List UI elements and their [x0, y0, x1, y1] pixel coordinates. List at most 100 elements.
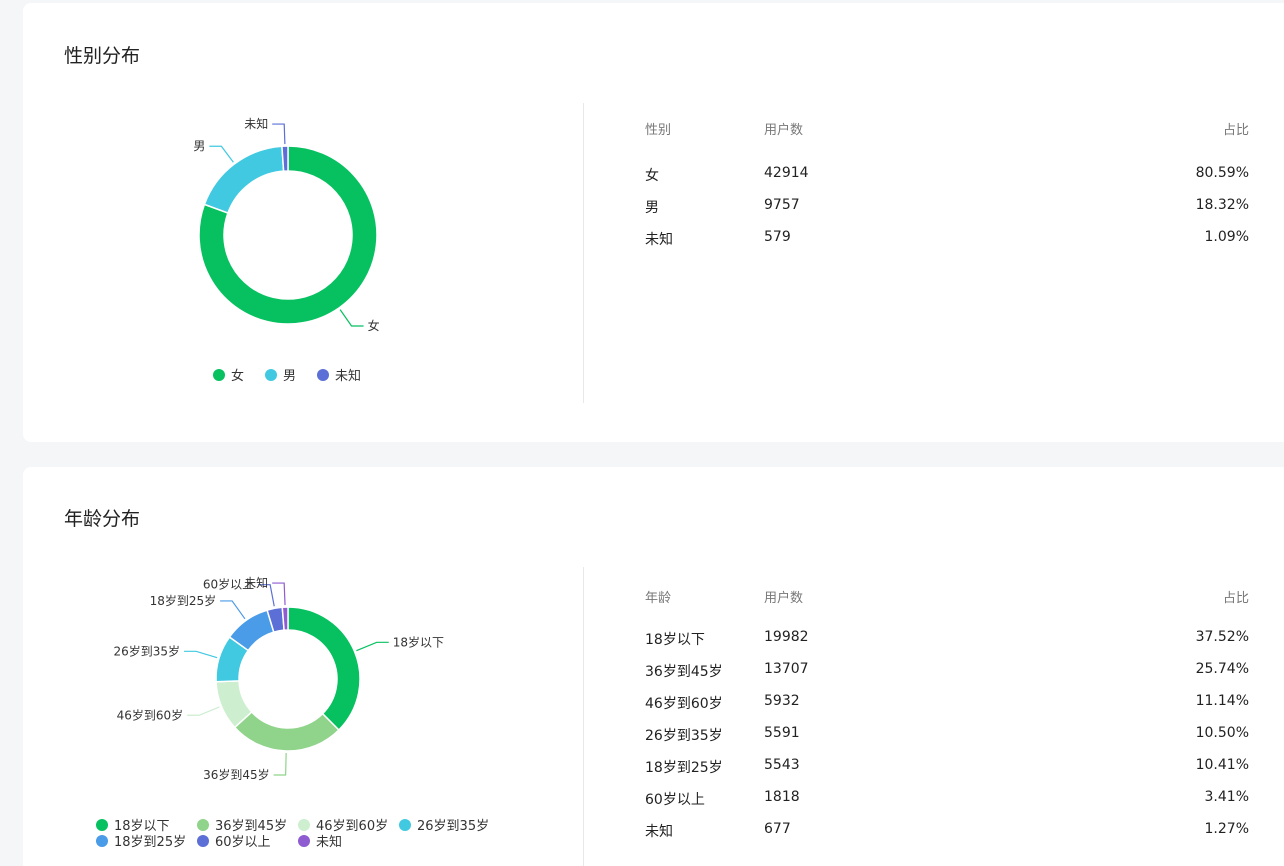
cell-ratio: 80.59%: [1195, 165, 1249, 181]
cell-ratio: 3.41%: [1204, 789, 1249, 805]
slice-label: 未知: [244, 117, 268, 131]
label-leader-line: [273, 752, 287, 776]
legend-item[interactable]: 46岁到60岁: [298, 815, 388, 834]
label-leader-line: [339, 309, 364, 327]
slice-label: 36岁到45岁: [203, 767, 270, 782]
slice-label: 未知: [244, 576, 268, 590]
legend-item[interactable]: 18岁以下: [96, 815, 170, 834]
slice-label: 18岁以下: [393, 634, 444, 649]
gender-donut-chart: 女 男 未知: [193, 117, 380, 333]
table-row: 60岁以上 1818 3.41%: [645, 789, 1249, 821]
legend-label: 未知: [316, 835, 343, 850]
gender-card: 性别分布 女男未知 女男未知 性别 用户数 占比 女 42914 80.59% …: [23, 3, 1284, 442]
cell-ratio: 10.41%: [1195, 757, 1249, 773]
donut-slice-6[interactable]: [281, 606, 289, 631]
slice-label: 18岁到25岁: [150, 593, 217, 608]
table-row: 未知 677 1.27%: [645, 821, 1249, 853]
legend-item[interactable]: 36岁到45岁: [197, 815, 287, 834]
header-category: 年龄: [645, 591, 672, 606]
legend-dot-icon: [298, 834, 310, 847]
label-leader-line: [187, 706, 220, 716]
cell-users: 677: [764, 821, 791, 837]
table-row: 18岁以下 19982 37.52%: [645, 629, 1249, 661]
cell-ratio: 1.27%: [1204, 821, 1249, 837]
cell-ratio: 1.09%: [1204, 229, 1249, 245]
cell-category: 未知: [645, 232, 673, 248]
cell-users: 9757: [764, 197, 800, 213]
cell-ratio: 18.32%: [1195, 197, 1249, 213]
age-card: 年龄分布 18岁以下 36岁到45岁 46岁到60岁 26岁到35岁 18岁到25岁 60…: [23, 467, 1284, 866]
legend-label: 女: [231, 369, 245, 384]
header-users: 用户数: [764, 591, 804, 606]
table-row: 26岁到35岁 5591 10.50%: [645, 725, 1249, 757]
cell-category: 未知: [645, 824, 673, 840]
donut-slice-1[interactable]: [233, 710, 340, 752]
slice-label: 女: [368, 318, 380, 333]
table-row: 18岁到25岁 5543 10.41%: [645, 757, 1249, 789]
cell-category: 男: [645, 200, 659, 216]
label-leader-line: [356, 641, 389, 652]
donut-slice-0[interactable]: [287, 606, 361, 732]
cell-category: 60岁以上: [645, 792, 705, 808]
legend-item[interactable]: 男: [265, 365, 296, 384]
legend-dot-icon: [265, 368, 277, 381]
cell-category: 26岁到35岁: [645, 728, 723, 744]
cell-ratio: 37.52%: [1195, 629, 1249, 645]
legend-label: 36岁到45岁: [215, 819, 288, 834]
cell-users: 5932: [764, 693, 800, 709]
legend-dot-icon: [213, 368, 225, 381]
legend-item[interactable]: 女: [213, 365, 244, 384]
age-divider: [583, 567, 584, 866]
legend-label: 未知: [335, 369, 362, 384]
legend-dot-icon: [197, 834, 209, 847]
age-table: 年龄 用户数 占比 18岁以下 19982 37.52% 36岁到45岁 137…: [645, 587, 1249, 853]
header-ratio: 占比: [1222, 591, 1249, 606]
header-category: 性别: [645, 123, 672, 138]
legend-dot-icon: [96, 834, 108, 847]
slice-label: 60岁以上: [203, 577, 254, 592]
donut-slice-0[interactable]: [198, 145, 378, 325]
age-title: 年龄分布: [64, 508, 141, 530]
legend-item[interactable]: 26岁到35岁: [399, 815, 489, 834]
cell-users: 19982: [764, 629, 809, 645]
cell-users: 13707: [764, 661, 809, 677]
label-leader-line: [272, 582, 286, 606]
table-row: 46岁到60岁 5932 11.14%: [645, 693, 1249, 725]
label-leader-line: [220, 600, 246, 620]
cell-category: 46岁到60岁: [645, 696, 723, 712]
donut-slice-2[interactable]: [281, 145, 289, 172]
slice-label: 46岁到60岁: [117, 707, 184, 722]
legend-label: 男: [283, 369, 297, 384]
legend-item[interactable]: 未知: [317, 365, 361, 384]
table-row: 未知 579 1.09%: [645, 229, 1249, 261]
label-leader-line: [258, 584, 275, 607]
legend-item[interactable]: 60岁以上: [197, 831, 271, 850]
cell-category: 36岁到45岁: [645, 664, 723, 680]
legend-label: 60岁以上: [215, 835, 271, 850]
gender-title: 性别分布: [64, 45, 141, 67]
cell-ratio: 10.50%: [1195, 725, 1249, 741]
legend-label: 18岁到25岁: [114, 835, 187, 850]
gender-divider: [583, 103, 584, 403]
cell-ratio: 25.74%: [1195, 661, 1249, 677]
legend-dot-icon: [197, 818, 209, 831]
gender-table: 性别 用户数 占比 女 42914 80.59% 男 9757 18.32% 未…: [645, 119, 1249, 261]
legend-label: 18岁以下: [114, 819, 170, 834]
cell-category: 18岁到25岁: [645, 760, 723, 776]
cell-users: 579: [764, 229, 791, 245]
cell-users: 1818: [764, 789, 800, 805]
legend-item[interactable]: 18岁到25岁: [96, 831, 186, 850]
label-leader-line: [272, 123, 286, 145]
cell-users: 42914: [764, 165, 809, 181]
legend-label: 46岁到60岁: [316, 819, 389, 834]
cell-category: 女: [645, 168, 659, 184]
header-ratio: 占比: [1222, 123, 1249, 138]
donut-slice-1[interactable]: [203, 145, 285, 214]
slice-label: 男: [193, 139, 205, 153]
legend-dot-icon: [317, 368, 329, 381]
legend-item[interactable]: 未知: [298, 831, 342, 850]
cell-category: 18岁以下: [645, 632, 705, 648]
header-users: 用户数: [764, 123, 804, 138]
cell-users: 5591: [764, 725, 800, 741]
